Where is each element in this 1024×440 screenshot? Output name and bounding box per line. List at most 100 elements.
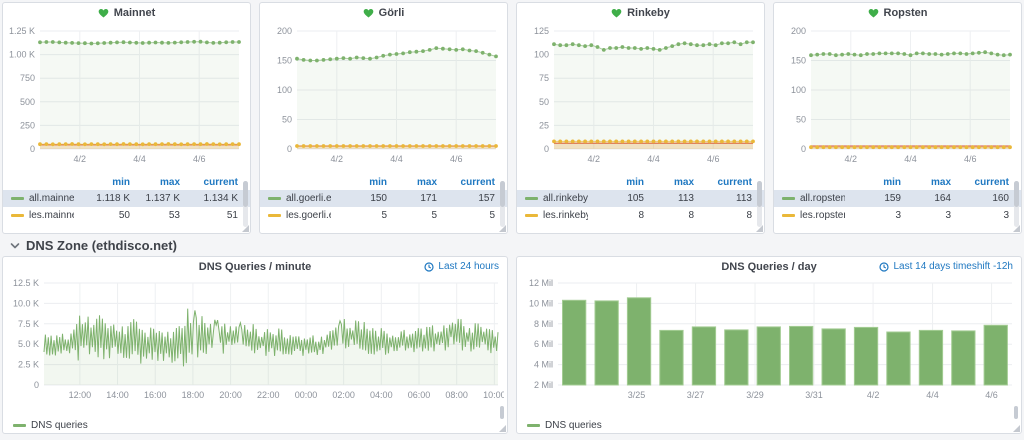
time-range-indicator[interactable]: Last 24 hours: [424, 261, 499, 272]
series-name: all.ropsten.ethdisco.net: [800, 193, 845, 204]
series-name: les.mainnet.ethdisco.net: [29, 210, 74, 221]
legend-scrollbar[interactable]: [243, 181, 248, 227]
legend-scrollbar[interactable]: [1014, 181, 1019, 227]
svg-text:3/25: 3/25: [628, 390, 646, 400]
panel-title-dns-minute[interactable]: DNS Queries / minute Last 24 hours: [3, 257, 507, 277]
legend-col-min[interactable]: min: [74, 177, 130, 188]
legend-row[interactable]: all.goerli.ethdisco.net 150 171 157: [260, 190, 507, 207]
legend-scrollbar[interactable]: [500, 181, 505, 227]
legend-row[interactable]: les.goerli.ethdisco.net 5 5 5: [260, 207, 507, 224]
legend-row[interactable]: all.mainnet.ethdisco.net 1.118 K 1.137 K…: [3, 190, 250, 207]
series-current: 3: [951, 210, 1009, 221]
series-color-dash: [11, 197, 24, 200]
svg-text:1.25 K: 1.25 K: [9, 26, 35, 36]
legend-col-min[interactable]: min: [331, 177, 387, 188]
panel-resize-handle[interactable]: [1013, 425, 1020, 432]
panel-scrollbar[interactable]: [500, 406, 504, 419]
series-current: 5: [437, 210, 495, 221]
legend-col-max[interactable]: max: [130, 177, 180, 188]
dns-panels-row: DNS Queries / minute Last 24 hours 02.5 …: [2, 256, 1022, 434]
svg-text:500: 500: [20, 97, 35, 107]
panel-scrollbar[interactable]: [1014, 406, 1018, 419]
time-range-indicator[interactable]: Last 14 days timeshift -12h: [879, 261, 1013, 272]
dns-queries-day-chart[interactable]: 2 Mil4 Mil6 Mil8 Mil10 Mil12 Mil3/253/27…: [520, 277, 1018, 417]
legend-col-min[interactable]: min: [845, 177, 901, 188]
panel-resize-handle[interactable]: [1013, 225, 1020, 232]
series-min: 150: [331, 193, 387, 204]
heart-icon: [868, 8, 879, 18]
goerli-chart[interactable]: 0501001502004/24/44/6: [263, 23, 503, 173]
legend-row[interactable]: all.ropsten.ethdisco.net 159 164 160: [774, 190, 1021, 207]
svg-text:4/2: 4/2: [74, 154, 87, 164]
series-name: all.mainnet.ethdisco.net: [29, 193, 74, 204]
panel-title-goerli[interactable]: Görli: [260, 3, 507, 23]
chart-legend[interactable]: DNS queries: [3, 417, 507, 433]
panel-dns-queries-day: DNS Queries / day Last 14 days timeshift…: [516, 256, 1022, 434]
panel-resize-handle[interactable]: [242, 225, 249, 232]
legend-col-current[interactable]: current: [437, 177, 495, 188]
series-name: all.rinkeby.ethdisco.net: [543, 193, 588, 204]
panel-resize-handle[interactable]: [499, 225, 506, 232]
panel-title-rinkeby[interactable]: Rinkeby: [517, 3, 764, 23]
heart-icon: [611, 8, 622, 18]
svg-text:16:00: 16:00: [144, 390, 167, 400]
rinkeby-chart[interactable]: 02550751001254/24/44/6: [520, 23, 760, 173]
legend-scrollbar[interactable]: [757, 181, 762, 227]
panel-title-text: Görli: [379, 7, 405, 19]
svg-text:0: 0: [34, 380, 39, 390]
chart-legend[interactable]: DNS queries: [517, 417, 1021, 433]
legend-table: min max current all.mainnet.ethdisco.net…: [3, 174, 250, 224]
legend-table: min max current all.ropsten.ethdisco.net…: [774, 174, 1021, 224]
legend-col-max[interactable]: max: [644, 177, 694, 188]
legend-col-current[interactable]: current: [180, 177, 238, 188]
series-name: all.goerli.ethdisco.net: [286, 193, 331, 204]
series-color-dash: [525, 197, 538, 200]
panel-title-ropsten[interactable]: Ropsten: [774, 3, 1021, 23]
legend-col-min[interactable]: min: [588, 177, 644, 188]
svg-text:75: 75: [539, 73, 549, 83]
panel-resize-handle[interactable]: [756, 225, 763, 232]
series-current: 113: [694, 193, 752, 204]
series-color-dash: [13, 424, 26, 427]
dns-queries-minute-chart[interactable]: 02.5 K5.0 K7.5 K10.0 K12.5 K12:0014:0016…: [6, 277, 504, 417]
series-name: DNS queries: [31, 420, 88, 431]
legend-row[interactable]: les.mainnet.ethdisco.net 50 53 51: [3, 207, 250, 224]
svg-text:125: 125: [534, 26, 549, 36]
svg-text:6 Mil: 6 Mil: [534, 339, 553, 349]
mainnet-chart[interactable]: 02505007501.00 K1.25 K4/24/44/6: [6, 23, 246, 173]
panel-title-mainnet[interactable]: Mainnet: [3, 3, 250, 23]
legend-header: min max current: [3, 174, 250, 190]
legend-header: min max current: [260, 174, 507, 190]
svg-text:4/4: 4/4: [926, 390, 939, 400]
legend-row[interactable]: les.rinkeby.ethdisco.net 8 8 8: [517, 207, 764, 224]
row-header-label: DNS Zone (ethdisco.net): [26, 238, 177, 253]
panel-resize-handle[interactable]: [499, 425, 506, 432]
legend-col-max[interactable]: max: [901, 177, 951, 188]
panel-title-dns-day[interactable]: DNS Queries / day Last 14 days timeshift…: [517, 257, 1021, 277]
svg-text:4 Mil: 4 Mil: [534, 360, 553, 370]
legend-table: min max current all.goerli.ethdisco.net …: [260, 174, 507, 224]
series-min: 8: [588, 210, 644, 221]
svg-text:4/2: 4/2: [588, 154, 601, 164]
series-min: 50: [74, 210, 130, 221]
svg-text:200: 200: [277, 26, 292, 36]
svg-text:3/29: 3/29: [746, 390, 764, 400]
svg-text:18:00: 18:00: [182, 390, 205, 400]
legend-row[interactable]: les.ropsten.ethdisco.net 3 3 3: [774, 207, 1021, 224]
legend-col-max[interactable]: max: [387, 177, 437, 188]
svg-text:06:00: 06:00: [408, 390, 431, 400]
legend-col-current[interactable]: current: [694, 177, 752, 188]
dns-zone-row-header[interactable]: DNS Zone (ethdisco.net): [2, 234, 1022, 256]
svg-text:3/27: 3/27: [687, 390, 705, 400]
svg-text:100: 100: [277, 85, 292, 95]
legend-row[interactable]: all.rinkeby.ethdisco.net 105 113 113: [517, 190, 764, 207]
svg-text:250: 250: [20, 120, 35, 130]
svg-text:0: 0: [287, 144, 292, 154]
legend-col-current[interactable]: current: [951, 177, 1009, 188]
series-max: 3: [901, 210, 951, 221]
series-current: 1.134 K: [180, 193, 238, 204]
svg-text:4/4: 4/4: [133, 154, 146, 164]
ropsten-chart[interactable]: 0501001502004/24/44/6: [777, 23, 1017, 173]
series-min: 3: [845, 210, 901, 221]
svg-text:100: 100: [791, 85, 806, 95]
